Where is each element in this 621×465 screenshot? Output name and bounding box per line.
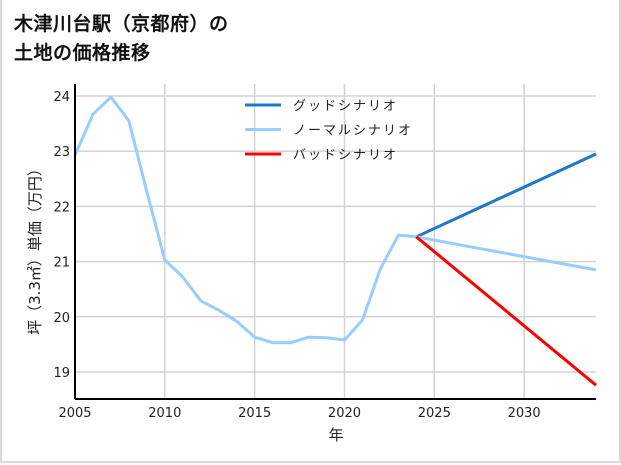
series-line <box>73 95 597 345</box>
tick-labels: 2005 2010 2015 2020 2025 2030 19 20 21 22 23 24 <box>53 90 540 421</box>
chart-title: 木津川台駅（京都府）の 土地の価格推移 <box>14 13 229 64</box>
x-tick-label: 2025 <box>418 406 451 421</box>
legend-label: バッドシナリオ <box>293 148 398 163</box>
x-tick-label: 2015 <box>238 406 271 421</box>
y-tick-label: 20 <box>53 311 70 326</box>
y-axis-label: 坪（3.3㎡）単価（万円） <box>26 161 44 335</box>
y-tick-label: 22 <box>53 200 70 215</box>
y-tick-label: 24 <box>53 90 70 105</box>
x-tick-label: 2005 <box>58 406 91 421</box>
axes <box>74 84 596 400</box>
x-axis-label: 年 <box>328 426 343 444</box>
y-tick-label: 23 <box>53 145 70 160</box>
x-tick-label: 2020 <box>328 406 361 421</box>
y-tick-label: 21 <box>53 256 70 271</box>
series-line <box>415 152 597 239</box>
x-tick-label: 2030 <box>508 406 541 421</box>
y-tick-label: 19 <box>53 366 70 381</box>
grid-lines <box>75 84 596 399</box>
legend-label: ノーマルシナリオ <box>293 124 413 139</box>
series-lines <box>73 95 597 387</box>
legend-label: グッドシナリオ <box>293 99 398 114</box>
x-tick-label: 2010 <box>148 406 181 421</box>
series-line <box>415 235 597 387</box>
